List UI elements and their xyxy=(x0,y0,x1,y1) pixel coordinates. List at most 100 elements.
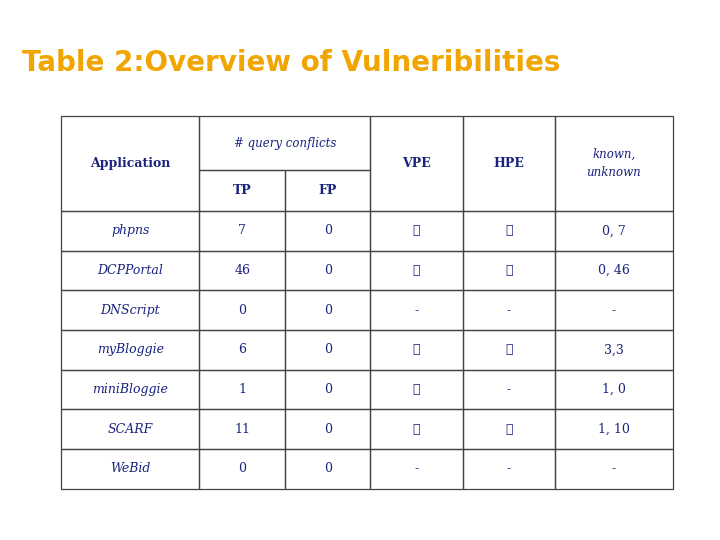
Text: myBloggie: myBloggie xyxy=(96,343,163,356)
Text: unknown: unknown xyxy=(587,166,642,179)
Bar xyxy=(199,211,285,251)
Bar xyxy=(61,251,199,291)
Bar xyxy=(371,409,463,449)
Text: ✓: ✓ xyxy=(413,383,420,396)
Text: 0: 0 xyxy=(238,304,246,317)
Bar xyxy=(371,211,463,251)
Bar xyxy=(285,170,371,211)
Text: 1: 1 xyxy=(238,383,246,396)
Bar xyxy=(285,211,371,251)
Text: miniBloggie: miniBloggie xyxy=(92,383,168,396)
Bar xyxy=(463,116,554,211)
Bar xyxy=(463,251,554,291)
Text: -: - xyxy=(507,304,510,317)
Text: 1, 10: 1, 10 xyxy=(598,423,630,436)
Bar xyxy=(285,449,371,489)
Bar xyxy=(371,291,463,330)
Bar xyxy=(463,330,554,370)
Bar xyxy=(199,170,285,211)
Bar xyxy=(554,449,673,489)
Text: 7: 7 xyxy=(238,225,246,238)
Text: 0: 0 xyxy=(324,462,332,475)
Text: -: - xyxy=(415,304,418,317)
Text: ✓: ✓ xyxy=(413,264,420,277)
Text: 0: 0 xyxy=(324,304,332,317)
Text: 6: 6 xyxy=(238,343,246,356)
Text: 0: 0 xyxy=(324,423,332,436)
Text: SCARF: SCARF xyxy=(108,423,153,436)
Text: known,: known, xyxy=(593,148,636,161)
Text: 1, 0: 1, 0 xyxy=(602,383,626,396)
Text: ✓: ✓ xyxy=(413,343,420,356)
Bar xyxy=(199,251,285,291)
Bar xyxy=(285,291,371,330)
Text: -: - xyxy=(507,462,510,475)
Bar xyxy=(554,370,673,409)
Text: 0, 46: 0, 46 xyxy=(598,264,630,277)
Text: -: - xyxy=(612,462,616,475)
Text: 0: 0 xyxy=(324,225,332,238)
Text: FP: FP xyxy=(318,184,337,197)
Bar xyxy=(61,116,199,211)
Bar xyxy=(61,330,199,370)
Text: 0: 0 xyxy=(238,462,246,475)
Bar xyxy=(61,291,199,330)
Bar xyxy=(285,330,371,370)
Bar xyxy=(199,370,285,409)
Bar xyxy=(463,211,554,251)
Bar xyxy=(463,291,554,330)
Bar xyxy=(554,291,673,330)
Text: ✓: ✓ xyxy=(413,423,420,436)
Text: -: - xyxy=(415,462,418,475)
Bar xyxy=(463,370,554,409)
Bar xyxy=(554,409,673,449)
Text: -: - xyxy=(612,304,616,317)
Bar xyxy=(371,449,463,489)
Text: 0: 0 xyxy=(324,343,332,356)
Text: DNScript: DNScript xyxy=(101,304,160,317)
Bar xyxy=(371,251,463,291)
Bar xyxy=(554,251,673,291)
Bar xyxy=(285,251,371,291)
Text: 0: 0 xyxy=(324,264,332,277)
Bar xyxy=(61,409,199,449)
Bar xyxy=(61,370,199,409)
Text: ✓: ✓ xyxy=(505,423,513,436)
Text: VPE: VPE xyxy=(402,157,431,170)
Text: WeBid: WeBid xyxy=(110,462,150,475)
Bar xyxy=(554,116,673,211)
Text: Application: Application xyxy=(90,157,171,170)
Text: phpns: phpns xyxy=(111,225,150,238)
Bar xyxy=(199,330,285,370)
Bar xyxy=(285,370,371,409)
Bar xyxy=(463,409,554,449)
Bar xyxy=(199,449,285,489)
Text: 0, 7: 0, 7 xyxy=(602,225,626,238)
Text: TP: TP xyxy=(233,184,251,197)
Bar xyxy=(554,211,673,251)
Bar xyxy=(61,449,199,489)
Bar xyxy=(285,409,371,449)
Text: ✓: ✓ xyxy=(413,225,420,238)
Bar xyxy=(371,370,463,409)
Text: 11: 11 xyxy=(234,423,250,436)
Text: # query conflicts: # query conflicts xyxy=(234,137,336,150)
Bar xyxy=(371,330,463,370)
Text: 0: 0 xyxy=(324,383,332,396)
Text: 46: 46 xyxy=(234,264,250,277)
Text: Table 2:Overview of Vulneribilities: Table 2:Overview of Vulneribilities xyxy=(22,49,560,77)
Text: -: - xyxy=(507,383,510,396)
Text: HPE: HPE xyxy=(493,157,524,170)
Bar xyxy=(61,211,199,251)
Text: ✓: ✓ xyxy=(505,343,513,356)
Bar xyxy=(554,330,673,370)
Text: DCPPortal: DCPPortal xyxy=(97,264,163,277)
Text: 3,3: 3,3 xyxy=(604,343,624,356)
Bar xyxy=(199,116,371,170)
Bar xyxy=(199,409,285,449)
Text: ✓: ✓ xyxy=(505,225,513,238)
Bar xyxy=(199,291,285,330)
Text: ✓: ✓ xyxy=(505,264,513,277)
Bar xyxy=(463,449,554,489)
Bar xyxy=(371,116,463,211)
